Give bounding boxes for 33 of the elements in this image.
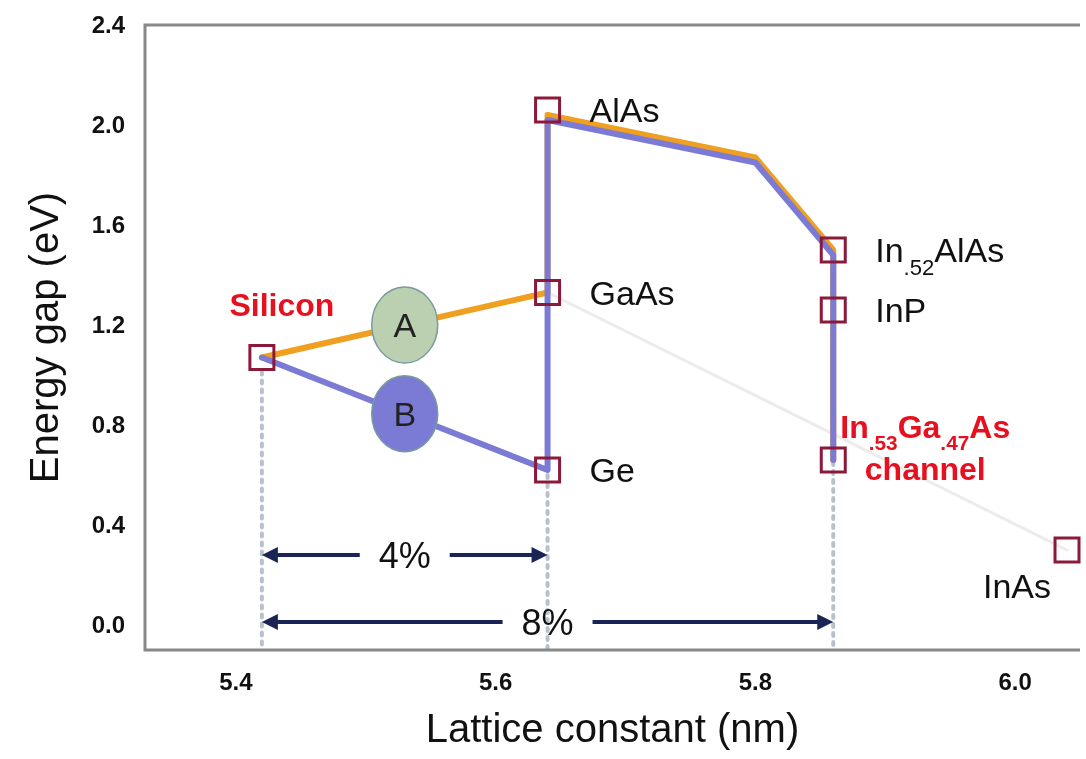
annotation: In$_{.52}$AlAs (875, 231, 1005, 280)
y-tick-label: 0.8 (91, 411, 125, 438)
y-tick-label: 1.6 (91, 211, 125, 238)
annotation: AlAs (589, 91, 660, 129)
x-tick-label: 5.6 (478, 668, 513, 695)
x-axis-title: Lattice constant (nm) (425, 706, 800, 750)
y-tick-label: 1.2 (91, 311, 125, 338)
y-tick-label: 2.4 (91, 11, 126, 38)
series-label: A (393, 306, 417, 344)
point (248, 344, 276, 371)
annotation: GaAs (589, 273, 675, 312)
point (819, 446, 847, 474)
y-tick-label: 2.0 (91, 111, 125, 138)
x-tick-label: 5.4 (219, 668, 254, 695)
point (534, 279, 562, 306)
annotation: In$_{.53}$Ga$_{.47}$As channel (840, 409, 1011, 487)
y-tick-label: 0.4 (91, 511, 126, 538)
annotation: Ge (589, 451, 635, 489)
y-tick-label: 0.0 (91, 611, 125, 638)
y-axis-title: Energy gap (eV) (22, 191, 66, 484)
point (534, 96, 562, 124)
x-tick-label: 6.0 (998, 668, 1032, 695)
annotation: 4% (378, 535, 431, 576)
annotation: InP (875, 291, 927, 329)
point (819, 236, 847, 264)
point (819, 296, 847, 324)
x-tick-label: 5.8 (738, 668, 773, 695)
point (534, 456, 562, 484)
annotation: 8% (521, 602, 574, 643)
annotation: InAs (982, 567, 1052, 605)
series-label: B (393, 394, 417, 433)
annotation: Silicon (229, 286, 335, 323)
point (1053, 536, 1081, 564)
